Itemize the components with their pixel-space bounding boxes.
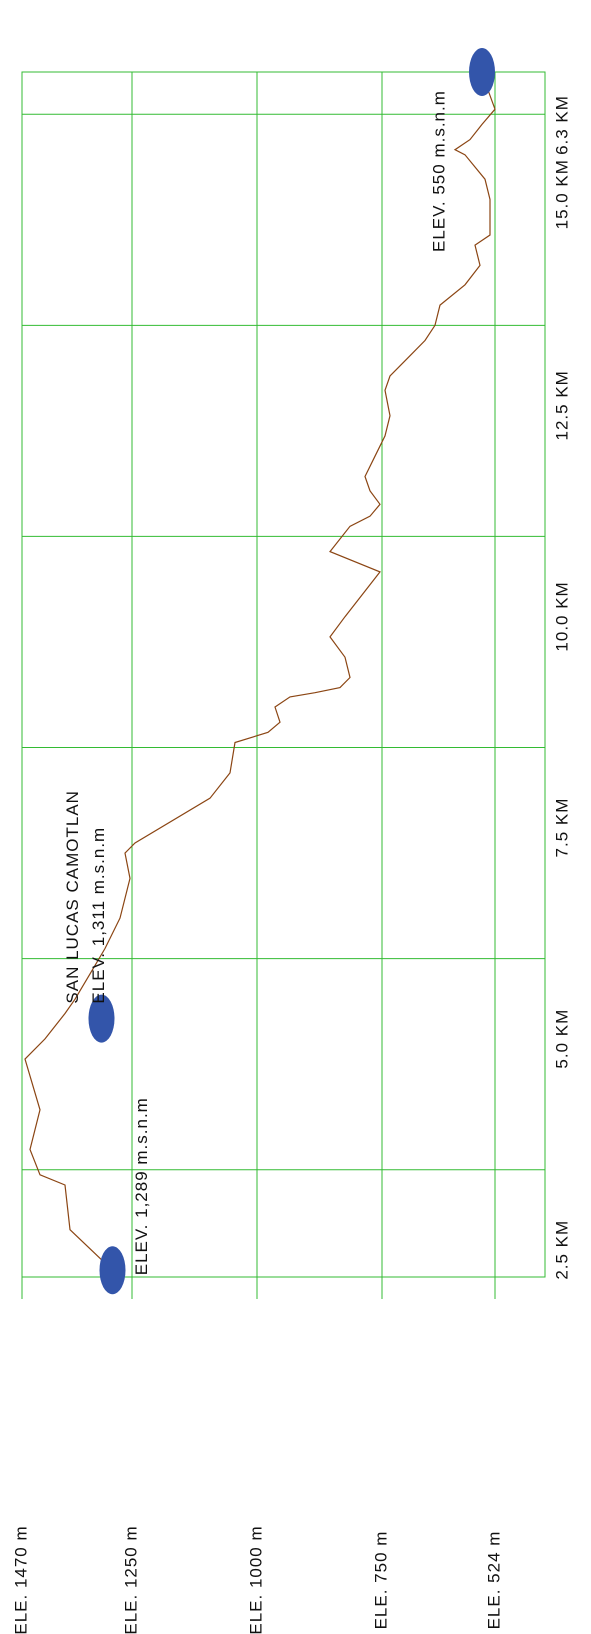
point-marker (99, 1246, 126, 1295)
x-tick-label: 7.5 KM (552, 798, 571, 858)
x-tick-label: 2.5 KM (552, 1220, 571, 1280)
x-tick-label: 5.0 KM (552, 1009, 571, 1069)
point-label: ELEV. 550 m.s.n.m (429, 90, 448, 252)
y-tick-label: ELE. 524 m (484, 1531, 503, 1630)
y-tick-label: ELE. 750 m (371, 1531, 390, 1630)
point-marker (88, 994, 115, 1043)
point-label: ELEV. 1,289 m.s.n.m (132, 1097, 151, 1275)
point-marker (469, 48, 495, 96)
profile-line (24, 73, 496, 1271)
point-label: ELEV. 1,311 m.s.n.m (89, 827, 108, 1004)
x-tick-label: 15.0 KM (552, 159, 571, 229)
plot-frame (21, 71, 546, 1278)
y-tick-label: ELE. 1250 m (121, 1525, 140, 1634)
point-label: SAN LUCAS CAMOTLAN (63, 790, 82, 1004)
y-tick-label: ELE. 1470 m (11, 1525, 30, 1634)
y-tick-label: ELE. 1000 m (246, 1525, 265, 1634)
annotation: 6.3 KM (552, 95, 571, 155)
x-tick-label: 12.5 KM (552, 370, 571, 440)
x-tick-label: 10.0 KM (552, 581, 571, 651)
